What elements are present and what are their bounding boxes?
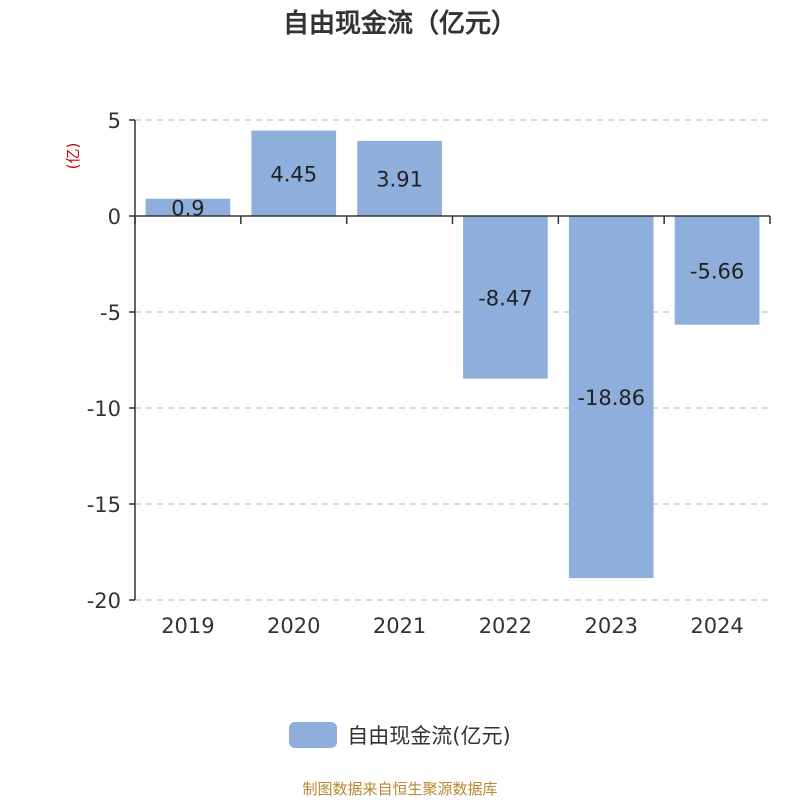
bar-2022 (463, 216, 548, 379)
data-label: 4.45 (270, 162, 317, 186)
data-label: 0.9 (171, 196, 204, 220)
data-label: 3.91 (376, 167, 423, 191)
bar-2023 (568, 216, 654, 579)
bars (145, 130, 760, 579)
bar-2024 (674, 216, 760, 325)
legend: 自由现金流(亿元) (0, 720, 800, 750)
x-tick-label: 2022 (479, 614, 532, 638)
y-tick-label: -20 (87, 589, 121, 613)
data-label: -18.86 (577, 386, 645, 410)
chart-title: 自由现金流（亿元） (282, 9, 517, 39)
source-note: 制图数据来自恒生聚源数据库 (302, 780, 498, 798)
data-label: -8.47 (478, 286, 532, 310)
legend-swatch (289, 722, 338, 748)
bar-2020 (251, 130, 337, 216)
y-tick-label: -10 (87, 397, 121, 421)
x-tick-label: 2020 (267, 614, 320, 638)
x-tick-label: 2024 (690, 614, 743, 638)
x-tick-label: 2019 (161, 614, 214, 638)
x-tick-label: 2021 (373, 614, 426, 638)
x-tick-label: 2023 (585, 614, 638, 638)
y-axis-label: (亿) (64, 143, 82, 170)
data-labels: 0.9 4.45 3.91 -8.47 -18.86 -5.66 (171, 162, 744, 410)
axes: 5 0 -5 -10 -15 -20 2019 2020 2021 2022 2023 2024 (87, 109, 771, 638)
bar-2021 (357, 140, 442, 216)
gridlines (135, 119, 770, 601)
y-tick-label: 0 (108, 205, 121, 229)
legend-label: 自由现金流(亿元) (347, 724, 511, 748)
y-tick-label: 5 (108, 109, 121, 133)
y-tick-label: -15 (87, 493, 121, 517)
data-label: -5.66 (690, 259, 744, 283)
y-tick-label: -5 (100, 301, 121, 325)
bar-2019 (145, 198, 231, 216)
